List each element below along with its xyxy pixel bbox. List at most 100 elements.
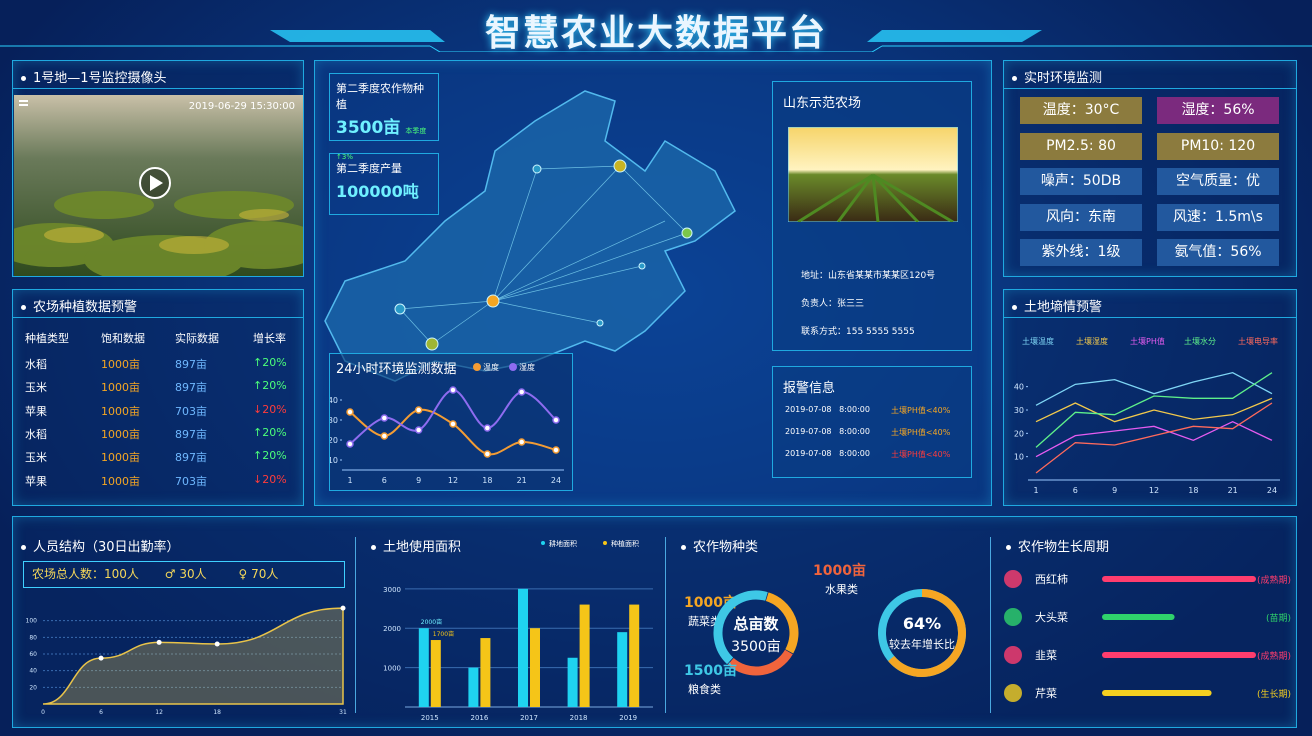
chart-title: 24小时环境监测数据: [336, 362, 457, 377]
legend-swatch: [473, 363, 481, 371]
y-tick-label: 30: [1014, 406, 1024, 415]
x-tick-label: 21: [517, 476, 527, 485]
x-tick-label: 6: [1073, 486, 1078, 495]
crop-icon: [1004, 570, 1022, 588]
x-tick-label: 12: [1149, 486, 1159, 495]
stage-label: (成熟期): [1257, 650, 1291, 662]
table-cell: ↑20%: [253, 449, 287, 463]
point: [449, 386, 457, 394]
y-tick-label: 40: [29, 668, 37, 675]
legend-label: 土壤电导率: [1238, 336, 1278, 346]
legend-label: 湿度: [519, 362, 535, 372]
camera-feed[interactable]: [14, 95, 303, 276]
legend-label: 温度: [483, 362, 499, 372]
bar: [418, 628, 429, 707]
table-cell: 897亩: [175, 427, 207, 441]
stage-label: (成熟期): [1257, 574, 1291, 586]
alarm-text: 土壤PH值<40%: [891, 406, 951, 415]
center-value: 3500亩: [731, 638, 781, 655]
table-cell: 玉米: [25, 451, 47, 465]
point: [414, 426, 423, 434]
farm-title: 山东示范农场: [783, 96, 862, 111]
page-title: 智慧农业大数据平台: [484, 13, 827, 54]
alarm-time: 2019-07-08 8:00:00: [785, 449, 870, 458]
panel-title: 农作物种类: [681, 536, 758, 555]
env-chart-box: 24小时环境监测数据 10 20 30 40 1 6 9 12 18 21 24 温度 湿度: [329, 353, 573, 491]
stat-label: 第二季度农作物种植: [336, 82, 424, 111]
crop-icon: [1004, 608, 1022, 626]
alarm-text: 土壤PH值<40%: [891, 450, 951, 459]
timestamp: 2019-06-29 15:30:00: [188, 101, 295, 112]
map-panel: 第二季度农作物种植 3500亩 本季度↑3% 第二季度产量 100000吨 24…: [314, 60, 992, 506]
env-chart: 10 20 30 40 1 6 9 12 18 21 24 温度 湿度: [330, 362, 564, 485]
x-tick-label: 24: [551, 476, 561, 485]
series-line: [1035, 372, 1273, 448]
point: [346, 440, 354, 448]
table-cell: ↑20%: [253, 425, 287, 439]
stage-label: (苗期): [1266, 613, 1291, 624]
y-tick-label: 80: [29, 634, 37, 641]
point: [380, 432, 389, 440]
table-cell: ↓20%: [253, 472, 287, 486]
table-cell: 897亩: [175, 381, 207, 395]
table-cell: 1000亩: [101, 427, 140, 441]
crop-name: 芹菜: [1035, 687, 1057, 700]
column-header: 实际数据: [175, 332, 219, 345]
farm-contact: 联系方式：155 5555 5555: [801, 327, 915, 337]
bar: [430, 640, 441, 707]
bar: [468, 667, 479, 707]
category-label: 粮食类: [688, 682, 721, 696]
y-tick-label: 20: [330, 436, 338, 445]
warning-panel: 农场种植数据预警 种植类型 饱和数据 实际数据 增长率 水稻 1000亩 897亩 ↑20% 玉…: [12, 289, 304, 506]
y-tick-label: 20: [29, 684, 37, 691]
map: [324, 90, 736, 382]
land-chart: 耕地面积 种植面积 1000 2000 3000 2015 2000亩 1700亩 2016 20…: [383, 539, 653, 722]
series-line: [1035, 397, 1273, 423]
farm-address: 地址：山东省某某市某某区120号: [801, 271, 936, 281]
x-tick-label: 2018: [570, 714, 588, 722]
legend-label: 土壤水分: [1184, 336, 1216, 346]
male-icon: ♂: [164, 567, 176, 581]
stat-label: 第二季度产量: [336, 162, 402, 175]
point: [552, 446, 560, 454]
panel-title: 土地墒情预警: [1012, 296, 1102, 315]
x-tick-label: 18: [1188, 486, 1198, 495]
x-tick-label: 18: [482, 476, 492, 485]
x-tick-label: 12: [155, 709, 163, 716]
male-count: 30人: [179, 567, 207, 581]
y-tick-label: 40: [330, 396, 338, 405]
value-label: 1700亩: [433, 630, 454, 638]
x-tick-label: 6: [382, 476, 387, 485]
y-tick-label: 3000: [383, 586, 401, 594]
stat-value: 100000吨: [336, 182, 419, 201]
bottom-panel: 人员结构（30日出勤率） 农场总人数：100人 ♂ 30人 ♀ 70人 20 40…: [12, 516, 1297, 728]
camera-panel: 1号地—1号监控摄像头 2019-06-29 15:30:00: [12, 60, 304, 277]
header-deco: [0, 30, 1312, 52]
x-tick-label: 0: [41, 709, 45, 716]
table-cell: 1000亩: [101, 451, 140, 465]
point: [414, 406, 423, 414]
point: [517, 438, 526, 446]
stat-value: 3500亩: [336, 118, 401, 138]
point: [380, 414, 389, 422]
bar: [567, 657, 578, 707]
x-tick-label: 31: [339, 709, 347, 716]
legend-label: 耕地面积: [549, 539, 577, 548]
ring-caption: 较去年增长比: [889, 637, 955, 651]
soil-chart: 土壤温度 土壤湿度 土壤PH值 土壤水分 土壤电导率 10 20 30 40 1 6 9 12 18 21 2…: [1014, 336, 1280, 495]
y-tick-label: 1000: [383, 665, 401, 673]
female-icon: ♀: [238, 567, 248, 581]
env-tile: 紫外线：1级: [1020, 239, 1142, 266]
point: [214, 641, 220, 647]
table-cell: 703亩: [175, 404, 207, 418]
donut-segment: [765, 592, 799, 654]
panel-title: 农作物生长周期: [1006, 536, 1109, 555]
table-cell: 1000亩: [101, 381, 140, 395]
x-tick-label: 1: [1033, 486, 1038, 495]
table-cell: 1000亩: [101, 474, 140, 488]
env-tile: 风速：1.5m\s: [1157, 203, 1279, 231]
table-cell: 苹果: [25, 474, 47, 488]
personnel-summary: 农场总人数：100人 ♂ 30人 ♀ 70人: [23, 561, 345, 588]
env-tile: PM10: 120: [1157, 132, 1279, 160]
legend-swatch: [603, 541, 607, 545]
